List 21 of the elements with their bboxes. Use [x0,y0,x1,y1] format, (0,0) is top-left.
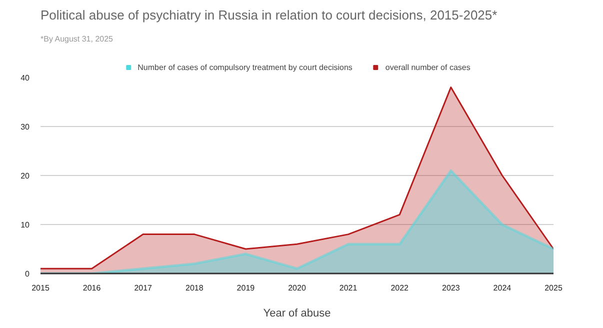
x-tick-label: 2015 [32,284,50,292]
y-tick-label: 10 [20,220,30,230]
x-tick-label: 2019 [236,284,256,292]
x-tick-label: 2018 [186,284,204,292]
x-tick-label: 2021 [339,284,358,292]
y-tick-label: 30 [20,122,30,132]
x-tick-label: 2016 [82,284,102,292]
x-tick-label: 2020 [288,284,306,292]
legend-label: Number of cases of compulsory treatment by court decisions [138,62,352,72]
y-tick-label: 40 [20,74,30,82]
x-axis-title: Year of abuse [263,308,331,320]
chart-title: Political abuse of psychiatry in Russia in relation to court decisions, 2015-2025* [40,8,498,22]
x-tick-label: 2017 [134,284,153,292]
chart-subtitle: *By August 31, 2025 [40,34,114,44]
y-tick-label: 20 [20,172,30,180]
x-tick-label: 2022 [390,284,410,292]
x-tick-label: 2023 [442,284,460,292]
y-tick-label: 0 [25,270,30,278]
x-tick-label: 2025 [544,284,563,292]
legend-label: overall number of cases [385,62,470,72]
x-tick-label: 2024 [493,284,512,292]
